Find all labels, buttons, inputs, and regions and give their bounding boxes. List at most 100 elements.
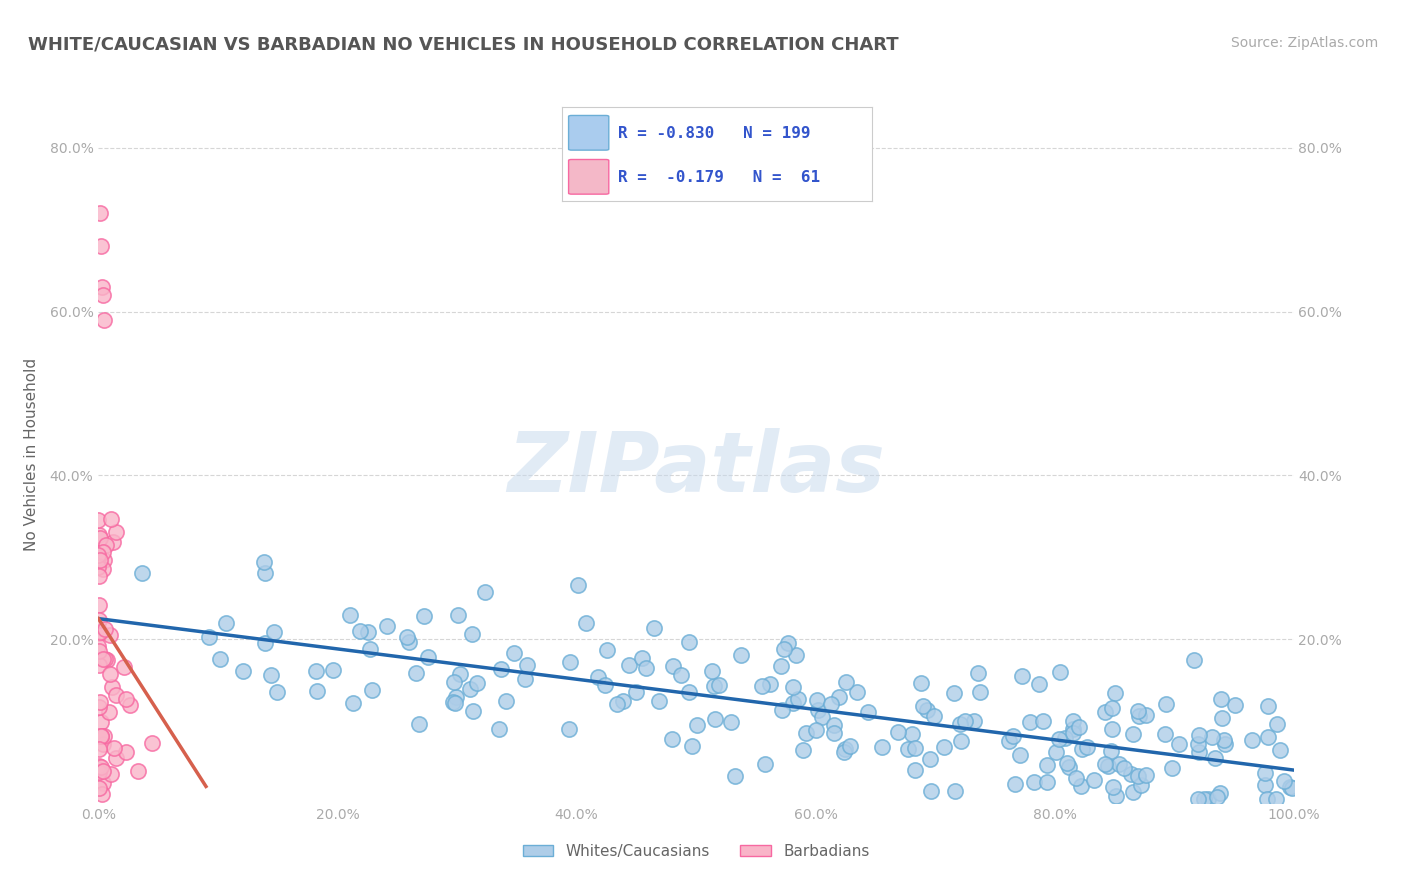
Text: Source: ZipAtlas.com: Source: ZipAtlas.com (1230, 36, 1378, 50)
Point (91, 288, 114, 302)
Point (1213, 737, 1236, 751)
Point (943, 784, 966, 798)
Point (89, 625, 111, 640)
Text: ZIPatlas: ZIPatlas (508, 428, 884, 509)
Point (969, 685, 991, 699)
Point (87, 742, 110, 756)
Point (112, 660, 135, 674)
Point (1121, 767, 1143, 781)
Point (1010, 747, 1032, 762)
Point (648, 694, 671, 708)
Point (1188, 727, 1211, 741)
Point (396, 630, 419, 644)
Point (266, 685, 288, 699)
Point (1019, 715, 1042, 730)
Point (339, 608, 361, 623)
Point (678, 634, 700, 648)
Point (94, 622, 117, 636)
Point (1206, 789, 1229, 804)
Point (730, 648, 752, 662)
Point (1209, 786, 1232, 800)
Point (1128, 708, 1150, 723)
Point (856, 706, 879, 720)
Point (1099, 744, 1122, 758)
Point (1122, 727, 1144, 741)
Point (820, 697, 842, 711)
Point (1135, 708, 1157, 723)
Point (96, 653, 118, 667)
Point (887, 725, 910, 739)
Point (1128, 769, 1150, 783)
Point (751, 679, 773, 693)
Point (447, 607, 470, 622)
Point (1047, 732, 1070, 747)
Point (1223, 698, 1246, 712)
Point (770, 703, 793, 717)
Point (502, 647, 524, 661)
Point (557, 722, 579, 736)
Point (104, 751, 127, 765)
Point (661, 731, 683, 746)
Point (1056, 756, 1078, 771)
Point (804, 723, 827, 737)
Point (405, 666, 427, 681)
Point (1062, 714, 1084, 728)
Point (1062, 726, 1084, 740)
Point (375, 619, 398, 633)
Point (703, 679, 725, 693)
Point (232, 665, 254, 679)
Point (759, 677, 782, 691)
Point (87, 551, 110, 566)
Point (1278, 780, 1301, 795)
Point (87, 613, 110, 627)
Point (91, 280, 114, 294)
Point (516, 657, 538, 672)
Point (1187, 791, 1209, 805)
Point (1254, 766, 1277, 780)
Point (950, 734, 973, 748)
Point (811, 709, 834, 723)
Point (678, 684, 700, 698)
Point (465, 676, 488, 690)
Point (115, 745, 138, 759)
Point (1069, 720, 1091, 734)
Point (461, 627, 484, 641)
Point (361, 682, 384, 697)
Point (94, 651, 117, 665)
Point (89, 553, 111, 567)
Point (441, 695, 464, 709)
Point (93, 553, 115, 567)
Point (778, 636, 800, 650)
Point (1032, 714, 1054, 728)
Point (1204, 751, 1226, 765)
Point (87, 569, 110, 583)
Point (93, 313, 115, 327)
Point (834, 674, 856, 689)
Point (105, 688, 128, 702)
Point (87, 513, 110, 527)
Point (90, 239, 112, 253)
Point (101, 535, 124, 549)
Point (786, 692, 808, 706)
Point (444, 690, 467, 705)
Point (100, 767, 122, 781)
Point (1257, 731, 1279, 745)
Point (1101, 700, 1123, 714)
Point (322, 663, 344, 677)
Point (839, 739, 862, 753)
Point (828, 690, 851, 705)
Point (1212, 732, 1234, 747)
Point (263, 625, 285, 640)
Point (1108, 756, 1130, 771)
Point (105, 525, 128, 540)
Point (100, 512, 122, 526)
Point (131, 566, 153, 580)
Point (87, 780, 110, 795)
Point (103, 740, 125, 755)
FancyBboxPatch shape (568, 115, 609, 150)
Point (141, 736, 163, 750)
Point (920, 783, 942, 797)
Point (1126, 704, 1149, 718)
Point (91, 738, 114, 752)
Point (89, 658, 111, 673)
